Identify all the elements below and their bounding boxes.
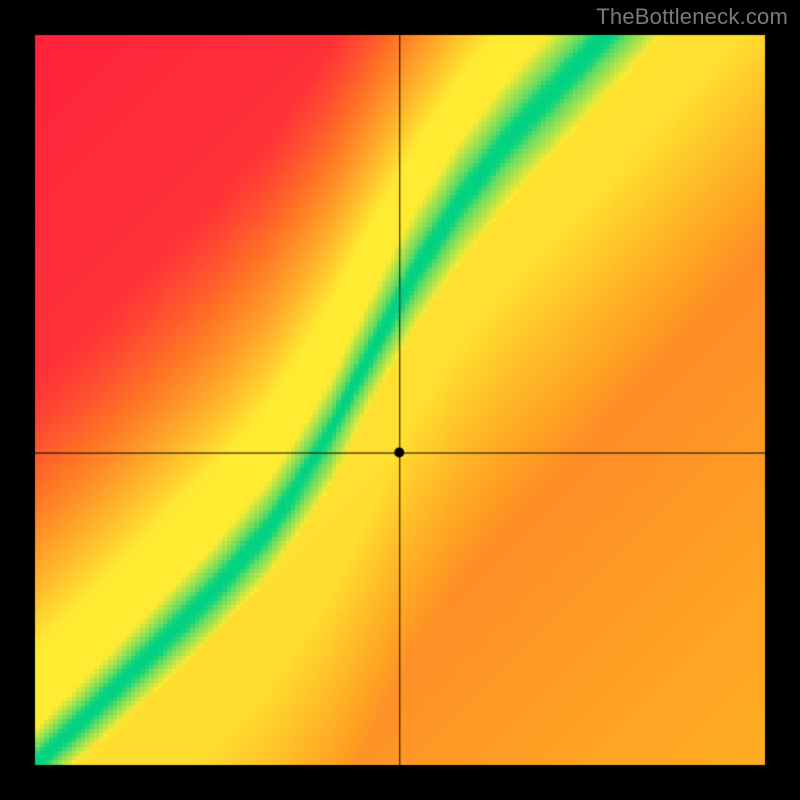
watermark-text: TheBottleneck.com bbox=[596, 4, 788, 30]
chart-container: TheBottleneck.com bbox=[0, 0, 800, 800]
bottleneck-heatmap bbox=[0, 0, 800, 800]
